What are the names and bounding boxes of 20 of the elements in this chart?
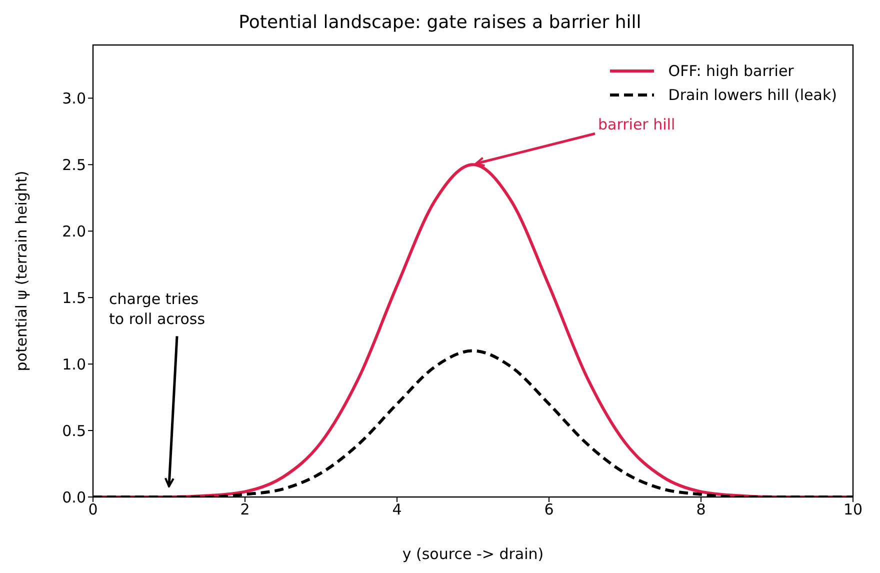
legend-label: Drain lowers hill (leak) xyxy=(668,86,837,104)
y-tick-label: 3.0 xyxy=(62,90,86,108)
x-tick-label: 6 xyxy=(544,500,554,519)
legend-label: OFF: high barrier xyxy=(668,62,794,80)
y-tick-label: 1.0 xyxy=(62,355,86,374)
annotation: charge tries to roll across xyxy=(109,290,206,328)
y-axis-title: potential ψ (terrain height) xyxy=(12,170,30,372)
x-axis-title: y (source -> drain) xyxy=(402,545,544,563)
x-tick-label: 0 xyxy=(88,500,98,519)
y-tick-label: 2.5 xyxy=(62,156,86,174)
x-tick-label: 8 xyxy=(696,500,706,519)
y-tick-label: 0.5 xyxy=(62,422,86,440)
x-tick-label: 4 xyxy=(392,500,402,519)
chart-title: Potential landscape: gate raises a barrier hill xyxy=(238,12,642,33)
annotation: barrier hill xyxy=(598,116,676,134)
y-tick-label: 1.5 xyxy=(62,288,86,307)
x-tick-label: 10 xyxy=(843,500,863,519)
y-tick-label: 2.0 xyxy=(62,222,86,240)
x-tick-label: 2 xyxy=(240,500,250,519)
y-tick-label: 0.0 xyxy=(62,488,86,506)
